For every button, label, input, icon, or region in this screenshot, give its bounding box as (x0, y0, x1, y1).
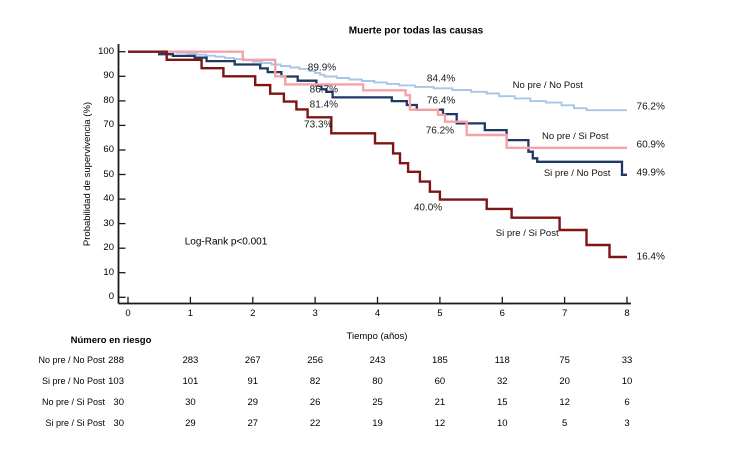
risk-count: 29 (185, 417, 196, 429)
risk-count: 29 (247, 396, 259, 408)
x-tick-label: 5 (437, 308, 443, 319)
x-axis-title: Tiempo (años) (346, 330, 408, 342)
risk-count: 91 (247, 375, 259, 387)
risk-count: 267 (244, 355, 261, 366)
y-tick-label: 20 (103, 242, 114, 254)
risk-count: 22 (309, 417, 321, 429)
final-percent-label: 49.9% (636, 167, 665, 179)
risk-count: 20 (559, 375, 570, 387)
x-tick-label: 7 (561, 308, 568, 319)
x-tick-label: 6 (499, 308, 505, 319)
final-percent-label: 60.9% (636, 139, 665, 151)
risk-count: 32 (496, 375, 508, 387)
curve-label-si-pre-no-post: Si pre / No Post (543, 167, 611, 179)
risk-row-label-no-pre-no-post: No pre / No Post (38, 355, 105, 365)
risk-count: 30 (113, 396, 124, 408)
risk-count: 103 (108, 375, 124, 387)
y-tick-label: 100 (98, 45, 114, 57)
risk-count: 6 (624, 396, 630, 408)
x-tick-label: 8 (624, 308, 630, 319)
x-tick-label: 4 (374, 308, 381, 319)
y-tick-label: 50 (103, 168, 114, 180)
risk-count: 118 (494, 355, 510, 366)
risk-count: 33 (621, 355, 633, 366)
y-tick-label: 40 (103, 193, 114, 205)
axes (117, 44, 631, 305)
x-tick-label: 1 (187, 308, 194, 319)
annotation-percent-label: 76.4% (426, 95, 456, 107)
y-tick-label: 10 (103, 266, 114, 278)
risk-count: 283 (182, 355, 199, 366)
risk-count: 80 (372, 375, 383, 387)
risk-count: 19 (372, 417, 383, 429)
annotation-percent-label: 76.2% (425, 125, 455, 137)
y-tick-label: 70 (103, 119, 114, 131)
risk-count: 243 (369, 355, 386, 366)
annotation-percent-label: 84.4% (426, 73, 456, 85)
survival-curve-si-pre-si-post (128, 50, 627, 259)
survival-curve-no-pre-si-post (128, 50, 627, 149)
risk-row-label-si-pre-no-post: Si pre / No Post (41, 375, 105, 386)
chart-title: Muerte por todas las causas (348, 25, 484, 37)
y-tick-label: 0 (108, 291, 114, 303)
survival-curve-si-pre-no-post (128, 50, 627, 176)
final-percent-label: 76.2% (636, 101, 665, 113)
risk-count: 21 (434, 396, 446, 408)
annotation-percent-label: 81.4% (309, 99, 339, 111)
risk-count: 5 (561, 417, 568, 429)
final-percent-label: 16.4% (636, 251, 665, 263)
curve-label-no-pre-no-post: No pre / No Post (512, 79, 583, 91)
risk-count: 3 (624, 417, 630, 429)
risk-count: 30 (113, 417, 124, 429)
risk-count: 26 (309, 396, 321, 408)
annotation-percent-label: 73.3% (304, 119, 333, 131)
risk-count: 256 (307, 355, 324, 366)
risk-count: 27 (247, 417, 259, 429)
risk-count: 82 (309, 375, 321, 387)
risk-count: 185 (431, 355, 448, 366)
x-tick-label: 3 (312, 308, 318, 319)
risk-count: 12 (559, 396, 570, 408)
log-rank-note: Log-Rank p<0.001 (184, 236, 268, 248)
risk-row-label-no-pre-si-post: No pre / Si Post (41, 396, 105, 407)
number-at-risk-header: Número en riesgo (70, 334, 152, 346)
risk-count: 25 (372, 396, 383, 408)
curve-label-no-pre-si-post: No pre / Si Post (541, 130, 609, 142)
x-tick-label: 2 (250, 308, 256, 319)
risk-count: 10 (496, 417, 508, 429)
risk-row-label-si-pre-si-post: Si pre / Si Post (45, 417, 105, 428)
risk-count: 10 (621, 375, 633, 387)
risk-count: 12 (434, 417, 446, 429)
annotation-percent-label: 40.0% (413, 202, 443, 214)
survival-curve-no-pre-no-post (128, 50, 627, 112)
risk-count: 288 (108, 355, 124, 366)
risk-count: 75 (559, 355, 570, 366)
x-tick-label: 0 (125, 308, 131, 319)
annotation-percent-label: 86.7% (309, 84, 339, 96)
y-tick-label: 60 (103, 143, 114, 155)
risk-count: 30 (185, 396, 196, 408)
annotation-percent-label: 89.9% (307, 62, 337, 74)
risk-count: 15 (496, 396, 508, 408)
risk-count: 101 (182, 375, 199, 387)
curve-label-si-pre-si-post: Si pre / Si Post (495, 227, 559, 239)
y-tick-label: 80 (103, 94, 114, 106)
y-tick-label: 30 (103, 217, 114, 229)
y-tick-label: 90 (103, 70, 114, 82)
risk-count: 60 (434, 375, 446, 387)
